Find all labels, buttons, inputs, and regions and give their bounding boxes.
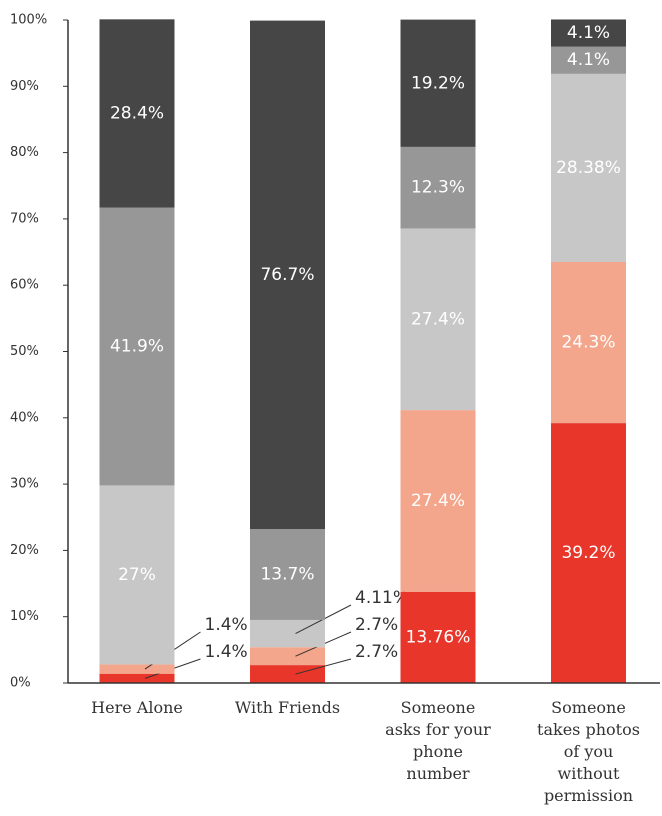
bar-segment <box>400 410 476 592</box>
x-tick-label: With Friends <box>234 698 341 717</box>
bar-segment <box>99 19 175 208</box>
bar-segment <box>551 46 626 74</box>
leader-line <box>295 658 352 675</box>
bar-segment <box>551 73 626 262</box>
value-label: 13.76% <box>406 627 471 647</box>
x-tick-label: Here Alone <box>91 698 183 717</box>
y-tick-label: 0% <box>10 676 31 691</box>
bar-segment <box>250 529 325 620</box>
y-tick-label: 90% <box>10 79 39 94</box>
bar-segment <box>400 19 476 147</box>
value-label: 28.4% <box>110 103 164 123</box>
value-label: 2.7% <box>355 642 398 662</box>
bar-segment <box>99 673 175 683</box>
y-tick-label: 80% <box>10 145 39 160</box>
value-label: 4.11% <box>355 588 409 608</box>
y-tick-label: 60% <box>10 278 39 293</box>
value-label: 19.2% <box>411 73 465 93</box>
value-label: 12.3% <box>411 178 465 198</box>
value-label: 27.4% <box>411 309 465 329</box>
value-label: 39.2% <box>561 543 615 563</box>
y-tick-label: 40% <box>10 410 39 425</box>
y-tick-label: 100% <box>10 13 47 28</box>
value-label: 76.7% <box>260 265 314 285</box>
y-tick-label: 50% <box>10 344 39 359</box>
value-label: 2.7% <box>355 615 398 635</box>
value-label: 41.9% <box>110 337 164 357</box>
bar-segment <box>250 647 325 666</box>
bar-segment <box>250 665 325 683</box>
y-tick-label: 20% <box>10 543 39 558</box>
value-label: 1.4% <box>205 615 248 635</box>
x-tick-label: Someone takes photos of you without perm… <box>537 698 640 805</box>
bar-segment <box>99 207 175 486</box>
bar-segment <box>400 228 476 411</box>
bar-segment <box>400 146 476 229</box>
bar-segment <box>400 591 476 683</box>
bar-segment <box>551 423 626 683</box>
y-tick-label: 70% <box>10 211 39 226</box>
value-label: 27.4% <box>411 491 465 511</box>
value-label: 27% <box>118 565 156 585</box>
x-tick-label: Someone asks for your phone number <box>385 698 491 783</box>
value-label: 4.1% <box>567 50 610 70</box>
bar-segment <box>551 19 626 47</box>
bar-segment <box>99 664 175 674</box>
y-tick-label: 10% <box>10 609 39 624</box>
value-label: 24.3% <box>561 333 615 353</box>
bar-segment <box>250 20 325 530</box>
y-tick-label: 30% <box>10 477 39 492</box>
bar-segment <box>551 261 626 424</box>
value-label: 13.7% <box>260 565 314 585</box>
value-label: 28.38% <box>556 158 621 178</box>
value-label: 4.1% <box>567 23 610 43</box>
bar-segment <box>99 485 175 665</box>
value-label: 1.4% <box>205 642 248 662</box>
